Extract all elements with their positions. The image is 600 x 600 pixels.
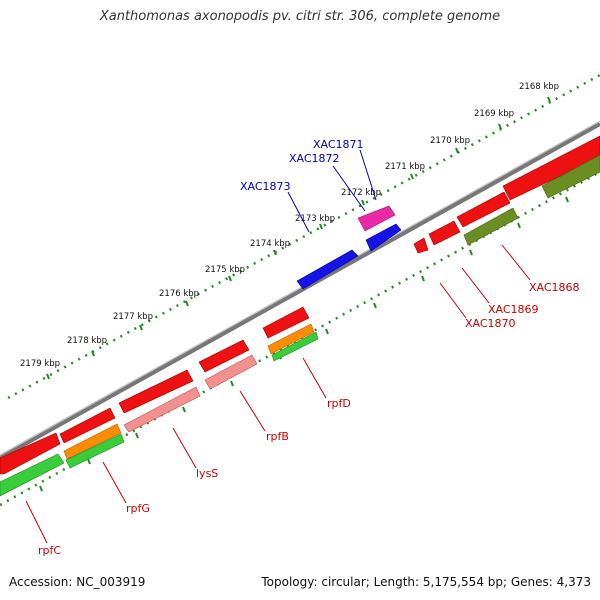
scale-tick-mark [547, 96, 551, 103]
scale-tick-mark [455, 147, 459, 154]
forward-strand-features [296, 205, 402, 290]
scale-tick-mark [319, 223, 323, 230]
scale-tick-label: 2176 kbp [159, 289, 199, 299]
gene-lyss-sub-arrow[interactable] [123, 386, 201, 433]
scale-tick-label: 2177 kbp [113, 312, 153, 322]
scale-tick-mark-inner [230, 380, 234, 387]
scale-tick-mark-inner [135, 432, 139, 439]
label-rpfg[interactable]: rpfG [126, 502, 150, 515]
scale-tick-mark-inner [87, 458, 91, 465]
gene-rpfd-arrow[interactable] [262, 306, 310, 339]
accession-text: Accession: NC_003919 [9, 575, 146, 589]
reverse-strand-features [0, 135, 600, 497]
scale-tick-mark [228, 275, 232, 282]
scale-tick-label: 2169 kbp [474, 109, 514, 119]
label-rpfc[interactable]: rpfC [38, 544, 61, 557]
scale-tick-label: 2179 kbp [20, 359, 60, 369]
label-rpfd[interactable]: rpfD [327, 397, 351, 410]
label-xac1872[interactable]: XAC1872 [289, 152, 340, 165]
scale-tick-label: 2170 kbp [430, 136, 470, 146]
scale-tick-label: 2172 kbp [341, 188, 381, 198]
scale-tick-mark [498, 123, 502, 130]
gene-xac1867-sub-arrow[interactable] [541, 154, 600, 199]
gene-lyss-arrow[interactable] [118, 369, 194, 414]
scale-tick-label: 2173 kbp [295, 214, 335, 224]
gene-xac1873-arrow[interactable] [296, 249, 359, 290]
gene-xac1869-arrow[interactable] [428, 220, 461, 246]
label-xac1873[interactable]: XAC1873 [240, 180, 291, 193]
scale-tick-mark [139, 324, 143, 331]
gene-rpfb-arrow[interactable] [198, 339, 250, 373]
gene-rpfg-sub2-arrow[interactable] [65, 433, 125, 469]
gene-labels: XAC1871 XAC1872 XAC1873 XAC1868 XAC1869 … [38, 138, 580, 557]
scale-tick-mark-inner [421, 275, 425, 282]
gene-rpfc-arrow[interactable] [0, 432, 61, 475]
scale-tick-mark [91, 350, 95, 357]
gene-rpfc-sub-arrow[interactable] [0, 453, 65, 497]
scale-ticks [39, 96, 569, 492]
scale-track-outer [7, 73, 600, 400]
scale-tick-label: 2178 kbp [67, 336, 107, 346]
scale-tick-mark-inner [517, 222, 521, 229]
gene-rpfd-sub-arrow[interactable] [267, 323, 315, 355]
gene-rpfg-arrow[interactable] [59, 407, 116, 444]
scale-tick-mark [361, 199, 365, 206]
gene-xac1871-arrow[interactable] [357, 205, 396, 232]
gene-xac1867-arrow[interactable] [502, 135, 600, 201]
genome-summary-text: Topology: circular; Length: 5,175,554 bp… [261, 575, 591, 589]
scale-tick-label: 2168 kbp [519, 82, 559, 92]
label-leader-lines [25, 149, 531, 544]
scale-tick-mark-inner [325, 328, 329, 335]
label-xac1871[interactable]: XAC1871 [313, 138, 364, 151]
gene-xac1868-arrow[interactable] [456, 191, 511, 228]
scale-tick-mark [410, 173, 414, 180]
scale-tick-mark-inner [469, 249, 473, 256]
scale-tick-mark [185, 300, 189, 307]
scale-tick-label: 2175 kbp [205, 265, 245, 275]
gene-xac1870-arrow[interactable] [413, 237, 429, 254]
genome-backbone [0, 122, 600, 460]
label-xac1868[interactable]: XAC1868 [529, 281, 580, 294]
scale-tick-label: 2174 kbp [250, 239, 290, 249]
gene-rpfd-sub2-arrow[interactable] [271, 331, 319, 362]
label-xac1870[interactable]: XAC1870 [465, 317, 516, 330]
scale-tick-mark-inner [182, 406, 186, 413]
scale-tick-mark [273, 249, 277, 256]
scale-tick-label: 2171 kbp [385, 162, 425, 172]
gene-rpfb-sub-arrow[interactable] [204, 354, 258, 390]
label-xac1869[interactable]: XAC1869 [488, 303, 539, 316]
gene-xac1868-sub-arrow[interactable] [463, 207, 519, 246]
scale-tick-mark [46, 373, 50, 380]
map-title: Xanthomonas axonopodis pv. citri str. 30… [99, 9, 501, 24]
scale-tick-labels: 2168 kbp 2169 kbp 2170 kbp 2171 kbp 2172 kbp… [20, 82, 559, 369]
gene-rpfg-sub-arrow[interactable] [63, 423, 122, 460]
scale-tick-mark-inner [39, 485, 43, 492]
scale-tick-mark-inner [373, 302, 377, 309]
scale-tick-mark-inner [565, 196, 569, 203]
label-rpfb[interactable]: rpfB [266, 430, 289, 443]
gene-xac1872-arrow[interactable] [365, 223, 402, 252]
label-lyss[interactable]: lysS [196, 467, 218, 480]
